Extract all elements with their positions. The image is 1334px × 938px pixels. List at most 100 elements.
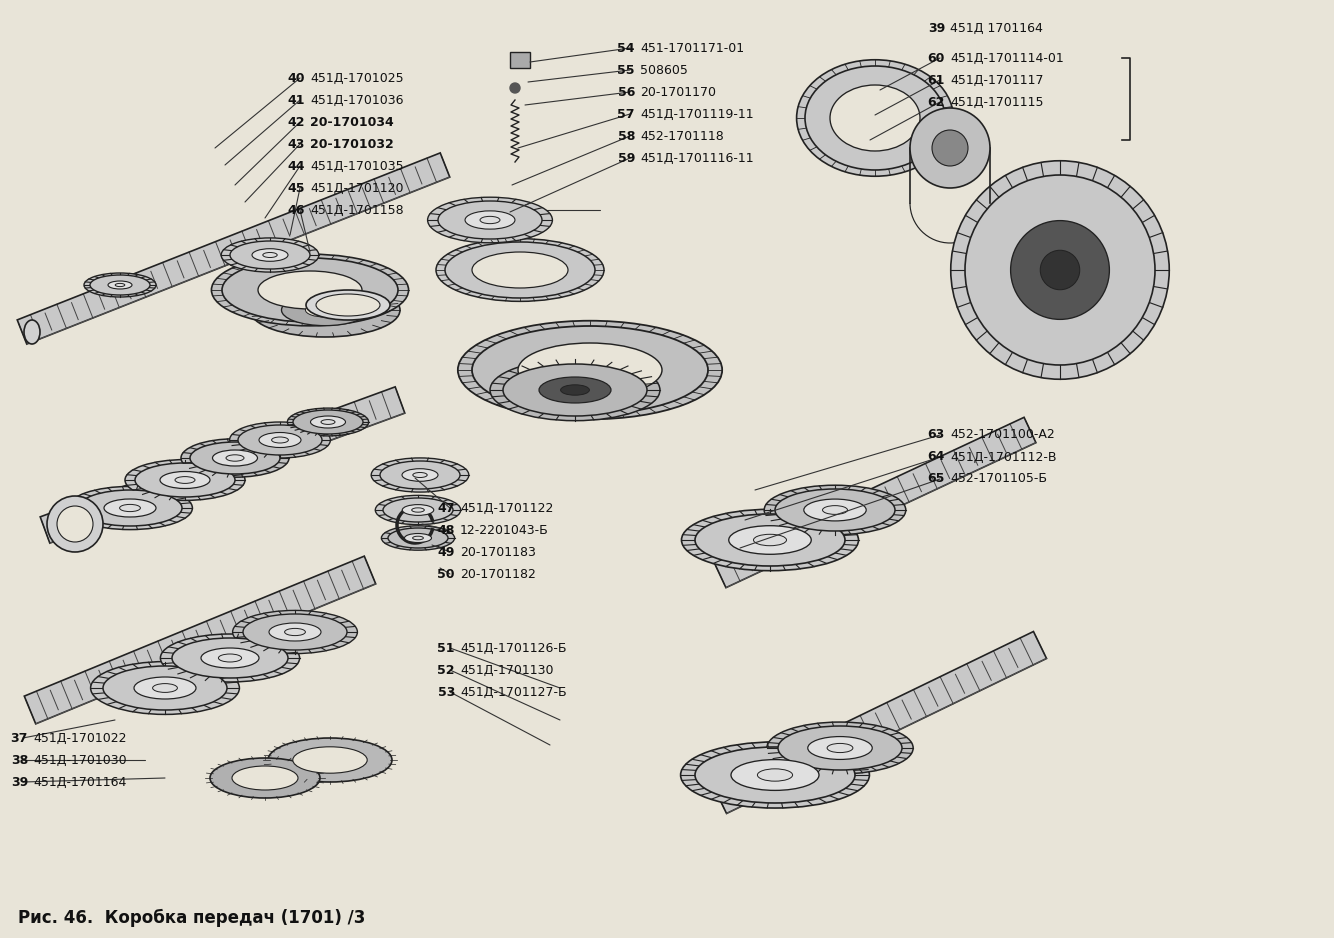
Text: 56: 56 (618, 85, 635, 98)
Ellipse shape (764, 485, 906, 535)
Ellipse shape (754, 535, 787, 546)
Text: 65: 65 (927, 473, 944, 486)
Ellipse shape (1011, 220, 1110, 320)
Ellipse shape (237, 425, 321, 455)
Text: 20-1701170: 20-1701170 (640, 85, 716, 98)
Text: 43: 43 (288, 138, 305, 150)
Text: 451Д-1701122: 451Д-1701122 (460, 502, 554, 515)
Ellipse shape (1041, 250, 1079, 290)
Ellipse shape (104, 499, 156, 517)
Ellipse shape (758, 769, 792, 781)
Ellipse shape (91, 661, 239, 715)
Ellipse shape (823, 506, 847, 514)
Text: 451Д-1701115: 451Д-1701115 (950, 96, 1043, 109)
Ellipse shape (263, 252, 277, 258)
Ellipse shape (89, 275, 149, 295)
Ellipse shape (311, 416, 346, 428)
Ellipse shape (268, 738, 392, 782)
Ellipse shape (403, 505, 434, 515)
Ellipse shape (77, 490, 181, 526)
Text: 38: 38 (11, 753, 28, 766)
Ellipse shape (229, 241, 309, 269)
Ellipse shape (808, 736, 872, 760)
Ellipse shape (830, 85, 920, 151)
Ellipse shape (321, 419, 335, 424)
Circle shape (510, 83, 520, 93)
Ellipse shape (316, 294, 380, 316)
Ellipse shape (412, 537, 423, 539)
Ellipse shape (172, 638, 288, 678)
Ellipse shape (229, 422, 331, 458)
Ellipse shape (243, 614, 347, 650)
Polygon shape (17, 153, 450, 344)
Ellipse shape (695, 514, 844, 566)
Ellipse shape (382, 526, 455, 551)
Ellipse shape (412, 473, 427, 477)
Text: 20-1701034: 20-1701034 (309, 115, 394, 129)
Text: 451Д-1701117: 451Д-1701117 (950, 73, 1043, 86)
Text: Рис. 46.  Коробка передач (1701) /3: Рис. 46. Коробка передач (1701) /3 (17, 909, 366, 927)
Ellipse shape (209, 758, 320, 798)
Text: 20-1701032: 20-1701032 (309, 138, 394, 150)
Text: 47: 47 (438, 502, 455, 515)
Ellipse shape (287, 408, 368, 436)
Ellipse shape (731, 760, 819, 791)
Ellipse shape (804, 499, 866, 521)
Ellipse shape (539, 377, 611, 403)
Text: 41: 41 (288, 94, 305, 107)
Ellipse shape (778, 726, 902, 770)
Text: 42: 42 (288, 115, 305, 129)
Polygon shape (510, 52, 530, 68)
Ellipse shape (225, 455, 244, 461)
Ellipse shape (133, 677, 196, 699)
Ellipse shape (438, 201, 542, 239)
Ellipse shape (910, 108, 990, 188)
Ellipse shape (115, 283, 125, 287)
Ellipse shape (375, 495, 460, 524)
Ellipse shape (68, 487, 192, 530)
Ellipse shape (135, 463, 235, 497)
Text: 64: 64 (927, 450, 944, 463)
Ellipse shape (964, 175, 1155, 365)
Text: 50: 50 (438, 567, 455, 581)
Ellipse shape (380, 461, 460, 489)
Ellipse shape (284, 628, 305, 636)
Text: 57: 57 (618, 108, 635, 120)
Text: 49: 49 (438, 546, 455, 558)
Text: 451Д-1701114-01: 451Д-1701114-01 (950, 52, 1063, 65)
Text: 451Д-1701130: 451Д-1701130 (460, 663, 554, 676)
Text: 54: 54 (618, 41, 635, 54)
Text: 12-2201043-Б: 12-2201043-Б (460, 523, 548, 537)
Ellipse shape (249, 283, 400, 337)
Text: 48: 48 (438, 523, 455, 537)
Text: 452-1701118: 452-1701118 (640, 129, 724, 143)
Ellipse shape (24, 320, 40, 344)
Ellipse shape (728, 525, 811, 554)
Ellipse shape (219, 654, 241, 662)
Ellipse shape (680, 742, 870, 808)
Text: 451Д-1701112-В: 451Д-1701112-В (950, 450, 1057, 463)
Text: 58: 58 (618, 129, 635, 143)
Text: 451-1701171-01: 451-1701171-01 (640, 41, 744, 54)
Text: 44: 44 (288, 159, 305, 173)
Ellipse shape (490, 359, 660, 420)
Text: 451Д 1701164: 451Д 1701164 (950, 22, 1043, 35)
Ellipse shape (212, 450, 257, 466)
Ellipse shape (292, 747, 367, 773)
Text: 451Д-1701126-Б: 451Д-1701126-Б (460, 642, 567, 655)
Text: 39: 39 (11, 776, 28, 789)
Text: 59: 59 (618, 152, 635, 164)
Text: 55: 55 (618, 64, 635, 77)
Ellipse shape (446, 242, 595, 298)
Ellipse shape (412, 507, 424, 512)
Text: 45: 45 (288, 181, 305, 194)
Polygon shape (40, 386, 404, 543)
Text: 452-1701100-А2: 452-1701100-А2 (950, 429, 1055, 442)
Ellipse shape (212, 254, 408, 325)
Polygon shape (714, 631, 1047, 813)
Ellipse shape (436, 238, 604, 301)
Ellipse shape (160, 472, 209, 489)
Ellipse shape (152, 684, 177, 692)
Text: 39: 39 (927, 22, 944, 35)
Text: 52: 52 (438, 663, 455, 676)
